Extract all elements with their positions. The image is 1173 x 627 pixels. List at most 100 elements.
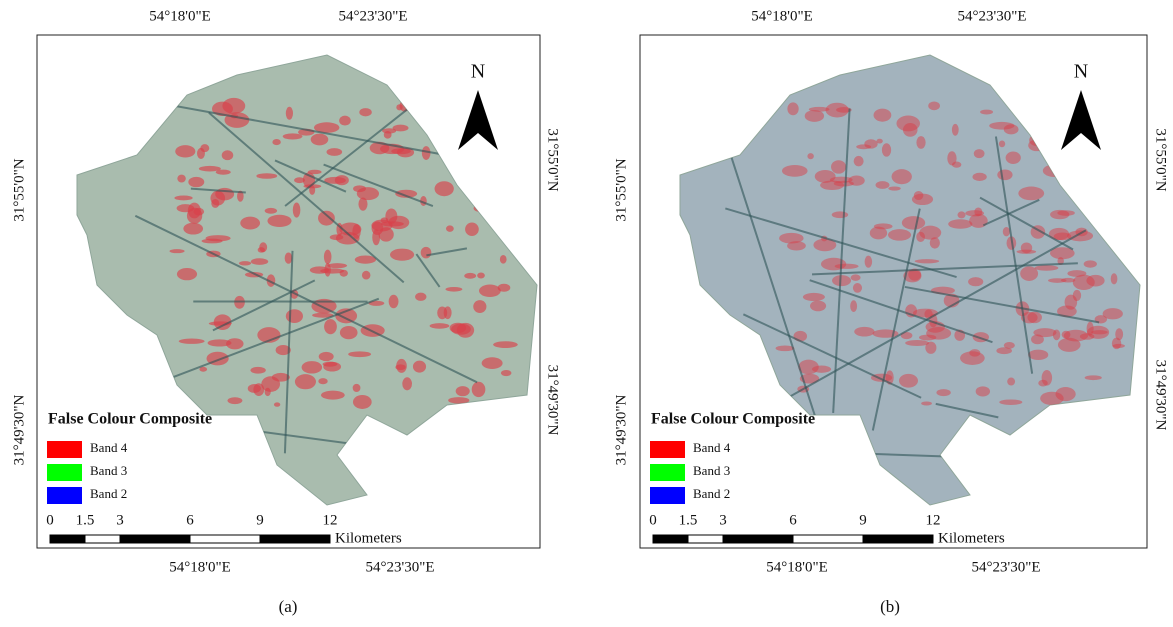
vegetation-patch	[1048, 227, 1070, 241]
scale-tick-label: 3	[719, 512, 727, 528]
road	[935, 402, 999, 419]
vegetation-patch	[372, 229, 381, 246]
vegetation-patch	[912, 308, 938, 318]
scale-tick-label: 3	[116, 512, 124, 528]
top-coordinate: 54°23'30"E	[339, 8, 408, 24]
vegetation-patch	[1003, 341, 1015, 349]
vegetation-patch	[891, 169, 912, 185]
vegetation-patch	[177, 174, 186, 183]
vegetation-patch	[499, 254, 507, 264]
vegetation-patch	[221, 150, 234, 161]
vegetation-patch	[875, 181, 890, 189]
vegetation-patch	[356, 187, 379, 201]
road	[146, 99, 488, 164]
legend-label: Band 4	[693, 440, 731, 455]
vegetation-patch	[327, 263, 348, 269]
vegetation-patch	[948, 219, 973, 229]
vegetation-patch	[1067, 270, 1087, 277]
vegetation-patch	[1007, 377, 1016, 386]
vegetation-patch	[850, 300, 858, 313]
vegetation-patch	[176, 204, 195, 213]
vegetation-patch	[247, 384, 261, 393]
vegetation-patch	[361, 270, 371, 280]
vegetation-patch	[905, 340, 930, 346]
vegetation-patch	[798, 359, 819, 375]
vegetation-patch	[378, 227, 394, 242]
bottom-coordinate: 54°18'0"E	[766, 559, 828, 575]
scale-tick-label: 1.5	[76, 512, 95, 528]
vegetation-patch	[348, 351, 372, 358]
road	[415, 253, 441, 288]
vegetation-patch	[493, 341, 518, 348]
vegetation-patch	[1028, 349, 1049, 361]
vegetation-patch	[329, 234, 344, 241]
vegetation-patch	[802, 292, 825, 302]
vegetation-patch	[936, 389, 951, 397]
vegetation-patch	[183, 222, 204, 235]
vegetation-patch	[471, 381, 486, 398]
road	[982, 198, 1040, 227]
vegetation-patch	[913, 191, 924, 201]
vegetation-patch	[395, 364, 406, 371]
road	[284, 103, 415, 207]
vegetation-patch	[175, 145, 196, 158]
legend-label: Band 2	[90, 486, 127, 501]
vegetation-patch	[1016, 249, 1037, 254]
vegetation-patch	[902, 122, 918, 137]
vegetation-patch	[198, 165, 221, 172]
scale-segment	[687, 534, 724, 544]
vegetation-patch	[174, 195, 193, 201]
top-coordinate: 54°18'0"E	[149, 8, 211, 24]
vegetation-patch	[969, 349, 981, 357]
vegetation-patch	[464, 272, 477, 279]
vegetation-patch	[888, 229, 912, 241]
vegetation-patch	[951, 161, 962, 168]
vegetation-patch	[273, 402, 281, 407]
vegetation-patch	[925, 341, 937, 354]
vegetation-patch	[322, 361, 338, 367]
vegetation-patch	[996, 347, 1012, 355]
vegetation-patch	[197, 147, 205, 159]
vegetation-patch	[898, 373, 918, 388]
vegetation-patch	[947, 151, 957, 166]
scale-tick-label: 9	[256, 512, 264, 528]
legend-swatch	[47, 441, 82, 458]
vegetation-patch	[201, 238, 223, 244]
vegetation-patch	[352, 383, 361, 393]
road	[742, 313, 922, 399]
vegetation-patch	[1067, 230, 1094, 242]
road	[979, 196, 1074, 251]
vegetation-patch	[888, 186, 901, 191]
road	[904, 285, 1100, 324]
road	[283, 250, 294, 454]
right-coordinate: 31°49'30"N	[1153, 360, 1169, 431]
vegetation-patch	[781, 165, 808, 177]
vegetation-patch	[998, 140, 1006, 148]
road	[212, 279, 316, 332]
vegetation-patch	[318, 378, 328, 385]
vegetation-patch	[1102, 308, 1123, 320]
vegetation-patch	[965, 210, 985, 217]
legend-swatch	[47, 464, 82, 481]
vegetation-patch	[207, 339, 232, 347]
vegetation-patch	[478, 284, 501, 298]
vegetation-patch	[1048, 278, 1067, 283]
vegetation-patch	[354, 255, 377, 264]
road	[725, 207, 957, 279]
vegetation-patch	[1018, 186, 1045, 201]
vegetation-patch	[1020, 266, 1039, 281]
vegetation-patch	[1027, 311, 1042, 324]
vegetation-patch	[825, 102, 849, 118]
vegetation-patch	[282, 133, 303, 140]
map-panel: 54°18'0"E 54°18'0"E 31°55'0"N 31°55'0"N 54°2…	[11, 8, 560, 615]
vegetation-patch	[434, 181, 454, 197]
vegetation-patch	[873, 223, 893, 230]
vegetation-patch	[390, 248, 415, 261]
vegetation-patch	[320, 268, 345, 274]
vegetation-patch	[238, 261, 252, 266]
scale-tick-label: 12	[926, 512, 941, 528]
vegetation-patch	[787, 241, 806, 251]
north-arrow	[458, 90, 498, 150]
road	[832, 108, 851, 413]
